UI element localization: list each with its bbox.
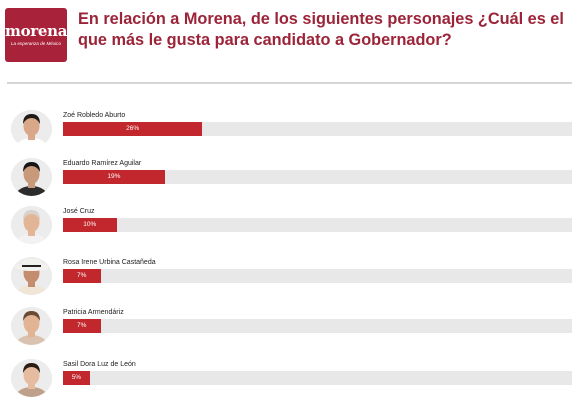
candidate-name: Rosa Irene Urbina Castañeda: [63, 259, 156, 266]
bar-track: 10%: [63, 218, 572, 232]
bar-value-label: 26%: [126, 125, 140, 132]
bar: 7%: [63, 269, 101, 283]
bar-row: Eduardo Ramírez Aguilar 19%: [0, 158, 574, 206]
chart-title: En relación a Morena, de los siguientes …: [78, 10, 564, 49]
bar-track: 7%: [63, 269, 572, 283]
bar: 7%: [63, 319, 101, 333]
bar-row: Sasil Dora Luz de León 5%: [0, 359, 574, 407]
bar: 19%: [63, 170, 165, 184]
bar-track: 19%: [63, 170, 572, 184]
candidate-photo: [11, 307, 52, 345]
candidate-photo: [11, 110, 52, 148]
candidate-name: Zoé Robledo Aburto: [63, 112, 126, 119]
bar-track: 7%: [63, 319, 572, 333]
candidate-photo: [11, 257, 52, 295]
candidate-name: José Cruz: [63, 208, 95, 215]
header: morena La esperanza de México En relació…: [0, 0, 574, 80]
header-divider: [7, 82, 572, 84]
logo-tagline: La esperanza de México: [10, 41, 62, 46]
bar: 5%: [63, 371, 90, 385]
candidate-name: Patricia Armendáriz: [63, 309, 124, 316]
bar-value-label: 19%: [107, 173, 121, 180]
bar-row: Rosa Irene Urbina Castañeda 7%: [0, 257, 574, 305]
candidate-name: Sasil Dora Luz de León: [63, 361, 136, 368]
bar-row: José Cruz 10%: [0, 206, 574, 254]
bar-value-label: 7%: [77, 322, 87, 329]
bar-value-label: 7%: [77, 272, 87, 279]
bar: 10%: [63, 218, 117, 232]
bar-value-label: 5%: [71, 374, 82, 381]
bar-track: 26%: [63, 122, 572, 136]
bar-value-label: 10%: [83, 221, 97, 228]
morena-logo: morena La esperanza de México: [5, 8, 67, 62]
candidate-name: Eduardo Ramírez Aguilar: [63, 160, 142, 167]
bar: 26%: [63, 122, 203, 136]
candidate-photo: [11, 158, 52, 196]
bar-row: Patricia Armendáriz 7%: [0, 307, 574, 355]
logo-wordmark: morena: [5, 22, 68, 40]
candidate-photo: [11, 206, 52, 244]
bar-row: Zoé Robledo Aburto 26%: [0, 110, 574, 158]
bar-track: 5%: [63, 371, 572, 385]
candidate-photo: [11, 359, 52, 397]
